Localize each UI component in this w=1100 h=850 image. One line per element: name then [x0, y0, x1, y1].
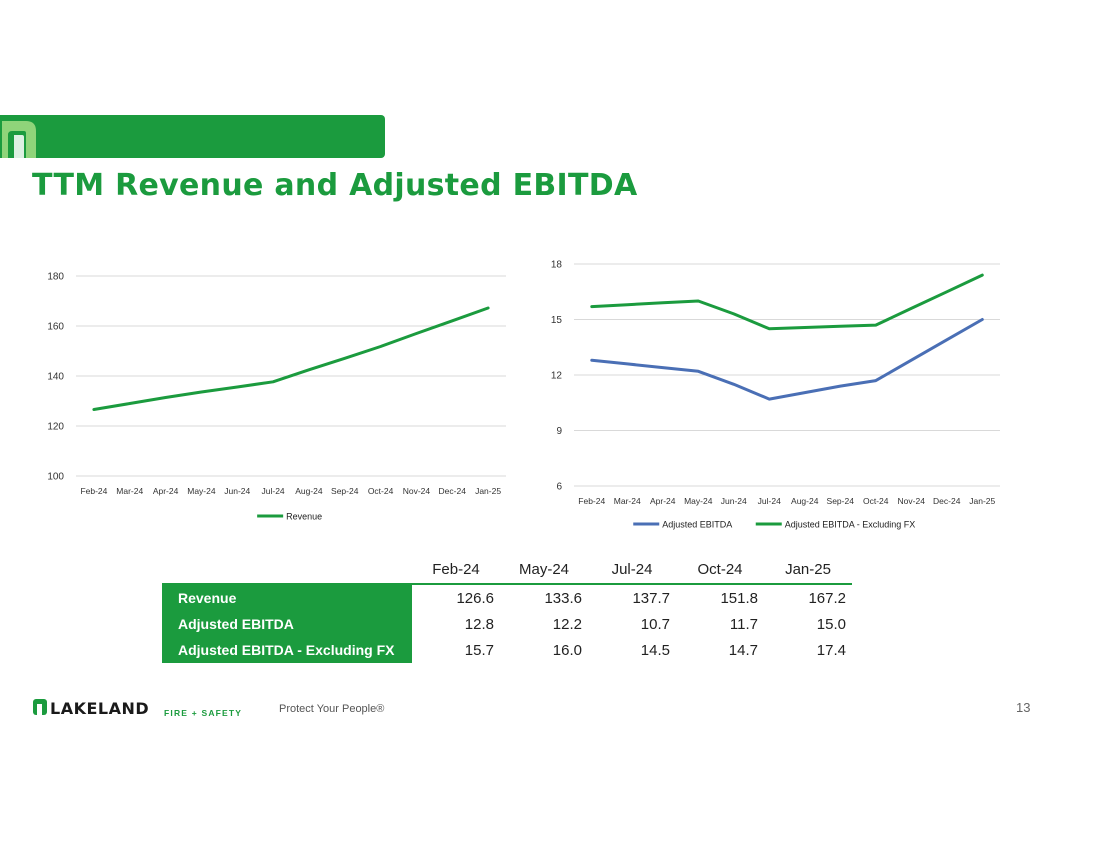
x-tick-label: Aug-24	[791, 496, 819, 506]
row-label: Adjusted EBITDA - Excluding FX	[162, 637, 412, 663]
x-tick-label: Aug-24	[295, 486, 323, 496]
y-tick-label: 15	[551, 315, 563, 326]
x-tick-label: Dec-24	[933, 496, 961, 506]
logo-subtitle: FIRE + SAFETY	[164, 708, 242, 718]
x-tick-label: Feb-24	[578, 496, 605, 506]
column-header: Feb-24	[432, 560, 480, 578]
legend-label: Adjusted EBITDA	[662, 520, 732, 530]
cell-value: 11.7	[729, 615, 758, 633]
cell-value: 151.8	[720, 589, 758, 607]
table-row: Revenue 126.6 133.6 137.7 151.8 167.2	[162, 584, 852, 611]
page-title: TTM Revenue and Adjusted EBITDA	[32, 168, 638, 203]
y-tick-label: 6	[556, 482, 562, 493]
cell-value: 14.5	[640, 641, 670, 659]
x-tick-label: Nov-24	[403, 486, 431, 496]
table-header-row: Feb-24 May-24 Jul-24 Oct-24 Jan-25	[162, 555, 852, 584]
y-tick-label: 12	[551, 371, 563, 382]
x-tick-label: Dec-24	[439, 486, 467, 496]
x-tick-label: Feb-24	[80, 486, 107, 496]
cell-value: 15.7	[464, 641, 494, 659]
cell-value: 137.7	[632, 589, 670, 607]
x-tick-label: Jan-25	[475, 486, 501, 496]
x-tick-label: Mar-24	[116, 486, 143, 496]
cell-value: 133.6	[544, 589, 582, 607]
logo-wordmark: LAKELAND	[50, 699, 149, 718]
series-line	[590, 273, 984, 331]
table-row: Adjusted EBITDA 12.8 12.2 10.7 11.7 15.0	[162, 611, 852, 637]
column-header: May-24	[518, 560, 570, 578]
x-tick-label: May-24	[187, 486, 216, 496]
legend-label: Adjusted EBITDA - Excluding FX	[785, 520, 916, 530]
table-row: Adjusted EBITDA - Excluding FX 15.7 16.0…	[162, 637, 852, 663]
footer-tagline: Protect Your People®	[279, 703, 385, 715]
y-tick-label: 120	[47, 422, 64, 433]
x-tick-label: Nov-24	[898, 496, 926, 506]
cell-value: 12.8	[464, 615, 494, 633]
column-header: Jan-25	[785, 560, 831, 578]
x-tick-label: Mar-24	[614, 496, 641, 506]
x-tick-label: May-24	[684, 496, 713, 506]
y-tick-label: 160	[47, 322, 64, 333]
table-corner	[162, 555, 412, 584]
x-tick-label: Apr-24	[153, 486, 179, 496]
x-tick-label: Jul-24	[262, 486, 285, 496]
row-label: Revenue	[162, 584, 412, 611]
ebitda-chart: 6 9 12 15 18 Feb-24 Mar-24 Apr-24 May-24 Jun-24 Ju…	[551, 260, 1000, 530]
y-tick-label: 140	[47, 372, 64, 383]
column-header: Oct-24	[697, 560, 743, 578]
legend-label: Revenue	[286, 512, 322, 522]
x-tick-label: Sep-24	[827, 496, 855, 506]
row-label: Adjusted EBITDA	[162, 611, 412, 637]
cell-value: 17.4	[816, 641, 846, 659]
series-line	[590, 318, 984, 401]
x-tick-label: Jan-25	[969, 496, 995, 506]
page-number: 13	[1016, 700, 1031, 715]
series-line	[92, 306, 490, 411]
title-banner	[0, 115, 385, 158]
cell-value: 14.7	[728, 641, 758, 659]
x-tick-label: Jun-24	[721, 496, 747, 506]
y-tick-label: 100	[47, 472, 64, 483]
cell-value: 10.7	[640, 615, 670, 633]
y-tick-label: 9	[556, 426, 562, 437]
summary-table: Feb-24 May-24 Jul-24 Oct-24 Jan-25 Reven…	[162, 555, 852, 663]
y-tick-label: 180	[47, 272, 64, 283]
cell-value: 126.6	[456, 589, 494, 607]
cell-value: 167.2	[808, 589, 846, 607]
y-tick-label: 18	[551, 260, 563, 271]
cell-value: 16.0	[552, 641, 582, 659]
leaf-logo-icon	[2, 121, 36, 158]
x-tick-label: Apr-24	[650, 496, 676, 506]
cell-value: 12.2	[552, 615, 582, 633]
cell-value: 15.0	[816, 615, 846, 633]
x-tick-label: Jul-24	[758, 496, 781, 506]
column-header: Jul-24	[611, 560, 653, 578]
x-tick-label: Jun-24	[224, 486, 250, 496]
x-tick-label: Oct-24	[368, 486, 394, 496]
x-tick-label: Sep-24	[331, 486, 359, 496]
revenue-chart: 100 120 140 160 180 Feb-24 Mar-24 Apr-24 May-24 J…	[47, 272, 506, 522]
lakeland-logo: LAKELAND FIRE + SAFETY	[33, 699, 242, 718]
x-tick-label: Oct-24	[863, 496, 889, 506]
